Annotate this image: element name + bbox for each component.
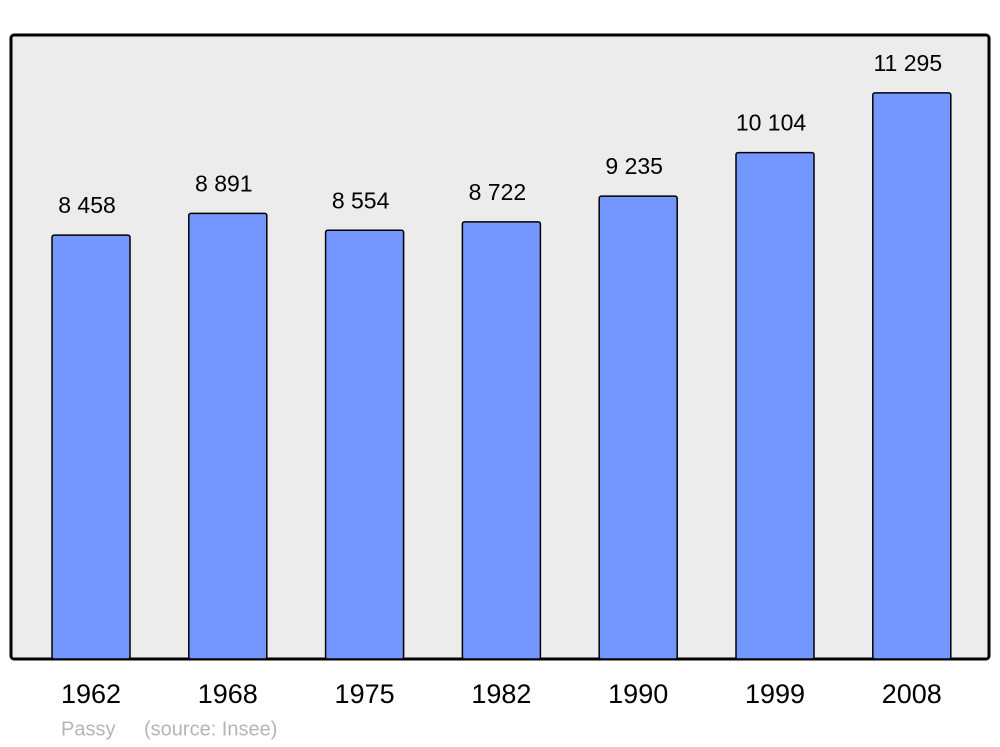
bar [598, 195, 678, 660]
caption: Passy [61, 718, 115, 740]
value-label: 8 554 [332, 187, 390, 213]
value-label: 8 722 [469, 179, 527, 205]
bar [324, 229, 405, 660]
x-tick-label: 2008 [882, 679, 942, 709]
bar [735, 151, 815, 660]
bar [872, 92, 952, 660]
bar [461, 221, 542, 660]
bar [188, 212, 268, 660]
x-tick-label: 1982 [471, 679, 531, 709]
value-label: 11 295 [873, 50, 942, 76]
value-label: 8 458 [58, 192, 116, 218]
x-tick-label: 1990 [608, 679, 668, 709]
value-label: 8 891 [195, 170, 253, 196]
x-tick-label: 1975 [335, 679, 395, 709]
source: (source: Insee) [144, 718, 277, 740]
value-label: 9 235 [605, 153, 663, 179]
x-tick-label: 1962 [61, 679, 121, 709]
bar [51, 234, 131, 660]
x-tick-label: 1999 [745, 679, 805, 709]
x-tick-label: 1968 [198, 679, 258, 709]
value-label: 10 104 [736, 110, 807, 136]
